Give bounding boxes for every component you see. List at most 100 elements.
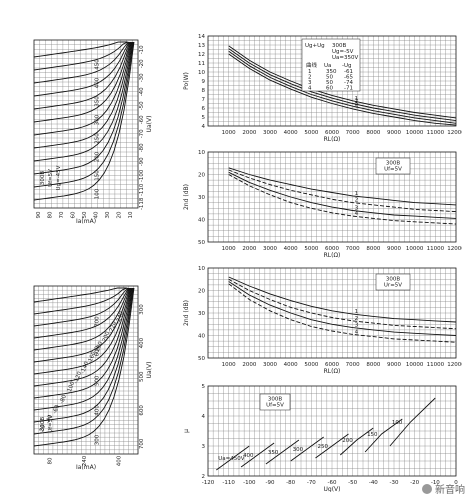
x-axis-label: RL(Ω) bbox=[324, 136, 341, 142]
series-line-300 bbox=[290, 436, 324, 462]
annotation: 300B bbox=[40, 417, 46, 431]
x-tick-label: 1000 bbox=[222, 130, 236, 136]
x-tick-label: 9000 bbox=[387, 362, 401, 368]
x-tick-label: 6000 bbox=[325, 362, 339, 368]
y-tick-label: 10 bbox=[198, 70, 205, 76]
legend-cell: 1 bbox=[308, 69, 312, 75]
curve-label: -160 bbox=[87, 350, 97, 364]
plate-curve bbox=[33, 287, 127, 303]
x-tick-label: -50 bbox=[348, 480, 357, 486]
series-line-2 bbox=[228, 278, 457, 330]
x-tick-label: 9000 bbox=[387, 246, 401, 252]
plate-curve bbox=[33, 287, 132, 387]
power-chart: 1000 2000 3000 4000 5000 6000 7000 8000 9000 1000… bbox=[183, 34, 462, 142]
x-tick-label: 80 bbox=[47, 457, 53, 464]
series-label: 1 bbox=[355, 309, 359, 315]
curve-label: 350 bbox=[268, 450, 279, 456]
x-tick-label: 4000 bbox=[284, 246, 298, 252]
x-tick-label: 30 bbox=[105, 211, 111, 218]
x-tick-label: 60 bbox=[70, 211, 76, 218]
plate-curve bbox=[33, 41, 131, 110]
legend-line: Ur=5V bbox=[384, 283, 402, 289]
x-axis-label: RL(Ω) bbox=[324, 252, 341, 258]
legend-col: 曲线 bbox=[306, 61, 318, 69]
x-tick-label: 8000 bbox=[366, 130, 380, 136]
curve-label: -220 bbox=[108, 320, 118, 334]
inner-tick-label: 250 bbox=[94, 133, 100, 144]
legend-cell: -65 bbox=[344, 75, 353, 81]
curve-label: -60 bbox=[52, 404, 61, 415]
legend-header: Ug+Ug bbox=[305, 43, 325, 49]
series-label: 2 bbox=[355, 99, 359, 105]
plate-curve bbox=[33, 41, 135, 201]
plate-curve bbox=[33, 287, 130, 351]
x-tick-label: -60 bbox=[328, 480, 337, 486]
legend-box bbox=[301, 38, 361, 92]
curve-label: -180 bbox=[94, 340, 104, 354]
legend-line: Ua=350V bbox=[332, 55, 359, 61]
y-tick-label: 9 bbox=[202, 79, 206, 85]
right-tick-label: 400 bbox=[139, 337, 145, 348]
curve-label: Ua=450V bbox=[218, 456, 245, 462]
x-tick-label: -10 bbox=[431, 480, 440, 486]
series-line-1 bbox=[228, 167, 457, 206]
x-tick-label: 5000 bbox=[304, 246, 318, 252]
series-line-100 bbox=[389, 397, 436, 447]
x-tick-label: 11000 bbox=[427, 362, 445, 368]
y-tick-label: 11 bbox=[198, 61, 205, 67]
series-label: 3 bbox=[355, 101, 359, 107]
plot-frame bbox=[207, 267, 457, 359]
series-label: 4 bbox=[355, 329, 359, 335]
y-tick-label: 6 bbox=[202, 106, 206, 112]
curve-label: 250 bbox=[317, 444, 328, 450]
inner-tick-label: 700 bbox=[94, 316, 100, 327]
x-tick-label: 80 bbox=[47, 211, 53, 218]
annotation: Ug=-45V bbox=[56, 165, 62, 190]
y-axis-label: Po(W) bbox=[183, 72, 190, 90]
right-tick-label: 600 bbox=[139, 405, 145, 416]
y-tick-label: 12 bbox=[198, 52, 205, 58]
x-tick-label: -100 bbox=[243, 480, 256, 486]
right-tick-label: -118 bbox=[139, 197, 145, 210]
x-tick-label: 50 bbox=[82, 211, 88, 218]
series-line-400 bbox=[240, 442, 275, 468]
curve-label: -20 bbox=[38, 424, 47, 435]
x-tick-label: 3000 bbox=[263, 130, 277, 136]
x-tick-label: 20 bbox=[117, 211, 123, 218]
plot-frame bbox=[33, 39, 139, 209]
x-tick-label: -20 bbox=[410, 480, 419, 486]
legend-line: 300B bbox=[386, 277, 400, 283]
x-tick-label: 4000 bbox=[284, 130, 298, 136]
series-label: 4 bbox=[355, 211, 359, 217]
curve-label: -40 bbox=[45, 414, 54, 425]
x-tick-label: 240 bbox=[82, 455, 88, 466]
x-tick-label: -120 bbox=[202, 480, 215, 486]
legend-cell: -61 bbox=[344, 69, 353, 75]
series-line-2 bbox=[228, 169, 457, 213]
right-tick-label: -30 bbox=[139, 73, 145, 82]
x-axis-label: Ia(mA) bbox=[76, 218, 96, 225]
x-tick-label: 3000 bbox=[263, 246, 277, 252]
y-axis-label: μ bbox=[183, 429, 190, 433]
x-tick-label: 7000 bbox=[346, 362, 360, 368]
plate-curve bbox=[33, 287, 134, 435]
right-tick-label: -80 bbox=[139, 143, 145, 152]
x-axis-label: Ug(V) bbox=[324, 486, 341, 492]
legend-col: -Ug bbox=[342, 63, 352, 69]
x-tick-label: 1000 bbox=[222, 246, 236, 252]
x-tick-label: 70 bbox=[59, 211, 65, 218]
curve-label: 150 bbox=[367, 432, 378, 438]
x-tick-label: 7000 bbox=[346, 246, 360, 252]
x-tick-label: 9000 bbox=[387, 130, 401, 136]
x-tick-label: 2000 bbox=[242, 362, 256, 368]
plate-curve bbox=[33, 41, 133, 149]
mu-chart: -120 -110 -100 -90 -80 -70 -60 -50 -40 -30 -20 -10 0… bbox=[183, 384, 458, 492]
series-label: 2 bbox=[355, 198, 359, 204]
plate-curve bbox=[33, 41, 134, 175]
x-tick-label: -30 bbox=[390, 480, 399, 486]
legend-cell: 2 bbox=[308, 75, 312, 81]
series-label: 2 bbox=[355, 316, 359, 322]
legend-line: 300B bbox=[386, 161, 400, 167]
y-axis-label: 2nd (dB) bbox=[183, 184, 190, 210]
plate-curve bbox=[33, 41, 133, 162]
